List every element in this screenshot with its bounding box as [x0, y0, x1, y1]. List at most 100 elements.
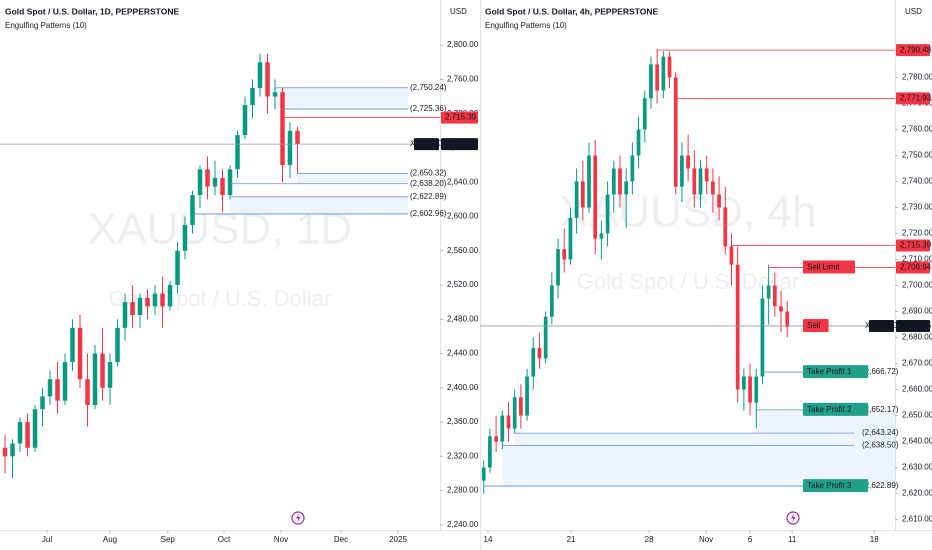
candle-body — [760, 298, 765, 377]
candle-body — [280, 92, 285, 166]
candle-body — [287, 130, 293, 166]
candle-body — [748, 376, 752, 403]
chart-title: Gold Spot / U.S. Dollar, 4h, PEPPERSTONE — [485, 6, 659, 16]
y-tick-label: 2,400.00 — [447, 383, 479, 392]
indicator-label: Engulfing Patterns (10) — [485, 21, 567, 30]
order-tag — [803, 365, 869, 379]
watermark: XAUUSD, 4h — [560, 188, 817, 237]
candle-body — [197, 169, 203, 196]
candle-body — [587, 155, 591, 208]
candle-body — [704, 168, 709, 182]
y-tick-label: 2,620.00 — [902, 489, 932, 498]
candle-body — [599, 233, 604, 239]
y-tick-label: 2,480.00 — [447, 314, 479, 323]
candle-body — [667, 56, 672, 78]
candle-body — [556, 249, 560, 286]
candle-body — [115, 327, 120, 363]
price-label-box — [896, 44, 930, 57]
charts: XAUUSD, 1D Gold Spot / U.S. Dollar Gold Sp… — [0, 6, 932, 544]
candle-body — [611, 168, 616, 195]
candle-body — [506, 415, 511, 429]
watermark: XAUUSD, 1D — [88, 205, 352, 254]
candle-body — [723, 207, 728, 247]
candle-body — [160, 293, 165, 307]
y-tick-label: 2,280.00 — [447, 486, 479, 495]
level-label: (2,638.50) — [862, 441, 899, 450]
candle-body — [137, 297, 143, 315]
candle-body — [494, 436, 498, 442]
candle-body — [212, 177, 218, 187]
level-label: (2,643.24) — [862, 428, 899, 437]
y-tick-label: 2,600.00 — [447, 212, 479, 221]
order-tag — [803, 479, 869, 493]
target-zone — [514, 433, 895, 446]
level-label: (2,666.72) — [862, 367, 899, 376]
x-tick-label: Jul — [42, 535, 52, 544]
candle-body — [62, 362, 68, 401]
candle-body — [130, 302, 135, 315]
order-tag — [803, 260, 855, 274]
axis-unit: USD — [450, 7, 467, 16]
candle-body — [680, 155, 684, 187]
candle-body — [2, 447, 8, 457]
candle-body — [512, 397, 517, 429]
y-tick-label: 2,520.00 — [447, 280, 479, 289]
candle-body — [618, 168, 622, 195]
price-label-box — [441, 138, 478, 151]
y-tick-label: 2,660.00 — [902, 385, 932, 394]
candle-body — [531, 347, 536, 377]
x-tick-label: 14 — [484, 535, 493, 544]
x-tick-label: 21 — [567, 535, 576, 544]
y-tick-label: 2,560.00 — [447, 246, 479, 255]
alert-icon[interactable] — [291, 511, 305, 525]
candle-body — [272, 92, 278, 97]
level-label: (2,650.32) — [410, 168, 447, 177]
candle-body — [686, 155, 690, 169]
candle-body — [295, 130, 300, 145]
candle-body — [145, 297, 150, 307]
y-tick-label: 2,440.00 — [447, 349, 479, 358]
candle-body — [250, 87, 255, 106]
candle-body — [257, 62, 263, 88]
candle-body — [698, 168, 703, 195]
target-zone — [230, 196, 408, 214]
candle-body — [772, 285, 777, 307]
candle-body — [17, 422, 23, 444]
price-label: 2,684.45 — [445, 139, 477, 148]
alert-icon[interactable] — [786, 511, 800, 525]
candle-body — [242, 105, 248, 136]
candle-body — [655, 64, 660, 91]
symbol-label: XAUUSD — [865, 321, 899, 330]
x-tick-label: Nov — [274, 535, 288, 544]
candle-body — [10, 443, 15, 457]
symbol-box — [414, 138, 439, 151]
candle-body — [549, 285, 554, 317]
candle-body — [742, 376, 746, 390]
candle-body — [519, 397, 523, 416]
y-tick-label: 2,640.00 — [447, 177, 479, 186]
candle-body — [175, 250, 180, 285]
y-tick-label: 2,610.00 — [902, 515, 932, 524]
y-tick-label: 2,640.00 — [902, 437, 932, 446]
level-label: (2,652.17) — [862, 405, 899, 414]
price-label: 2,771.93 — [900, 94, 932, 103]
x-tick-label: Sep — [161, 535, 176, 544]
candle-body — [673, 77, 678, 187]
candle-body — [574, 181, 579, 218]
x-tick-label: 18 — [870, 535, 879, 544]
price-label: 2,790.48 — [900, 45, 932, 54]
level-label: (2,750.24) — [410, 83, 447, 92]
candle-body — [205, 169, 210, 187]
candle-body — [717, 194, 721, 208]
price-label-box — [896, 239, 930, 252]
level-label: (2,725.36) — [410, 104, 447, 113]
candle-body — [642, 98, 647, 130]
candle-body — [735, 264, 740, 390]
candle-body — [40, 396, 45, 410]
x-tick-label: Aug — [103, 535, 117, 544]
y-tick-label: 2,710.00 — [902, 255, 932, 264]
x-tick-label: Nov — [699, 535, 713, 544]
candle-body — [537, 347, 542, 359]
